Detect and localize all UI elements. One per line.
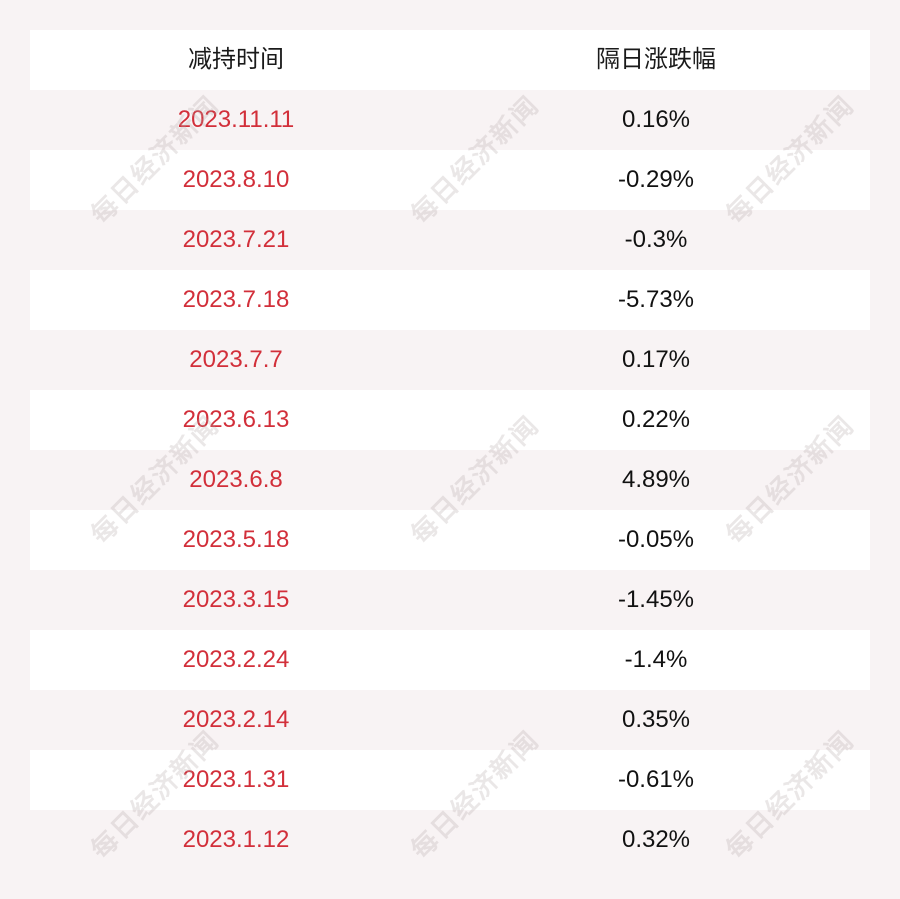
table-row: 2023.7.7 0.17% xyxy=(30,330,870,390)
row-change: 0.35% xyxy=(621,706,691,733)
table-row: 2023.7.18 -5.73% xyxy=(30,270,870,330)
header-change: 隔日涨跌幅 xyxy=(596,46,716,73)
row-date: 2023.3.15 xyxy=(182,586,290,613)
table-row: 2023.11.11 0.16% xyxy=(30,90,870,150)
row-change: -5.73% xyxy=(617,286,695,313)
table-row: 2023.2.14 0.35% xyxy=(30,690,870,750)
row-date: 2023.6.13 xyxy=(182,406,290,433)
table-row: 2023.2.24 -1.4% xyxy=(30,630,870,690)
row-date: 2023.6.8 xyxy=(189,466,283,493)
row-change: 0.17% xyxy=(621,346,691,373)
row-change: 0.32% xyxy=(621,826,691,853)
table-row: 2023.3.15 -1.45% xyxy=(30,570,870,630)
row-date: 2023.1.31 xyxy=(182,766,290,793)
table-row: 2023.8.10 -0.29% xyxy=(30,150,870,210)
header-date: 减持时间 xyxy=(188,46,284,73)
row-change: -0.61% xyxy=(617,766,695,793)
table-row: 2023.6.13 0.22% xyxy=(30,390,870,450)
table-row: 2023.5.18 -0.05% xyxy=(30,510,870,570)
data-table: 减持时间 隔日涨跌幅 2023.11.11 0.16% 2023.8.10 -0… xyxy=(30,30,870,870)
row-date: 2023.7.21 xyxy=(182,226,290,253)
row-date: 2023.8.10 xyxy=(182,166,290,193)
row-change: -1.4% xyxy=(624,646,688,673)
table-row: 2023.1.12 0.32% xyxy=(30,810,870,870)
row-date: 2023.5.18 xyxy=(182,526,290,553)
table-row: 2023.6.8 4.89% xyxy=(30,450,870,510)
table-row: 2023.1.31 -0.61% xyxy=(30,750,870,810)
table-header: 减持时间 隔日涨跌幅 xyxy=(30,30,870,90)
row-date: 2023.11.11 xyxy=(177,106,295,133)
row-date: 2023.2.24 xyxy=(182,646,290,673)
row-change: -1.45% xyxy=(617,586,695,613)
table-row: 2023.7.21 -0.3% xyxy=(30,210,870,270)
row-date: 2023.1.12 xyxy=(182,826,290,853)
row-change: -0.3% xyxy=(624,226,688,253)
row-change: 4.89% xyxy=(621,466,691,493)
row-change: 0.16% xyxy=(621,106,691,133)
row-date: 2023.7.7 xyxy=(189,346,283,373)
row-date: 2023.7.18 xyxy=(182,286,290,313)
row-change: 0.22% xyxy=(621,406,691,433)
row-change: -0.05% xyxy=(617,526,695,553)
row-date: 2023.2.14 xyxy=(182,706,290,733)
row-change: -0.29% xyxy=(617,166,695,193)
